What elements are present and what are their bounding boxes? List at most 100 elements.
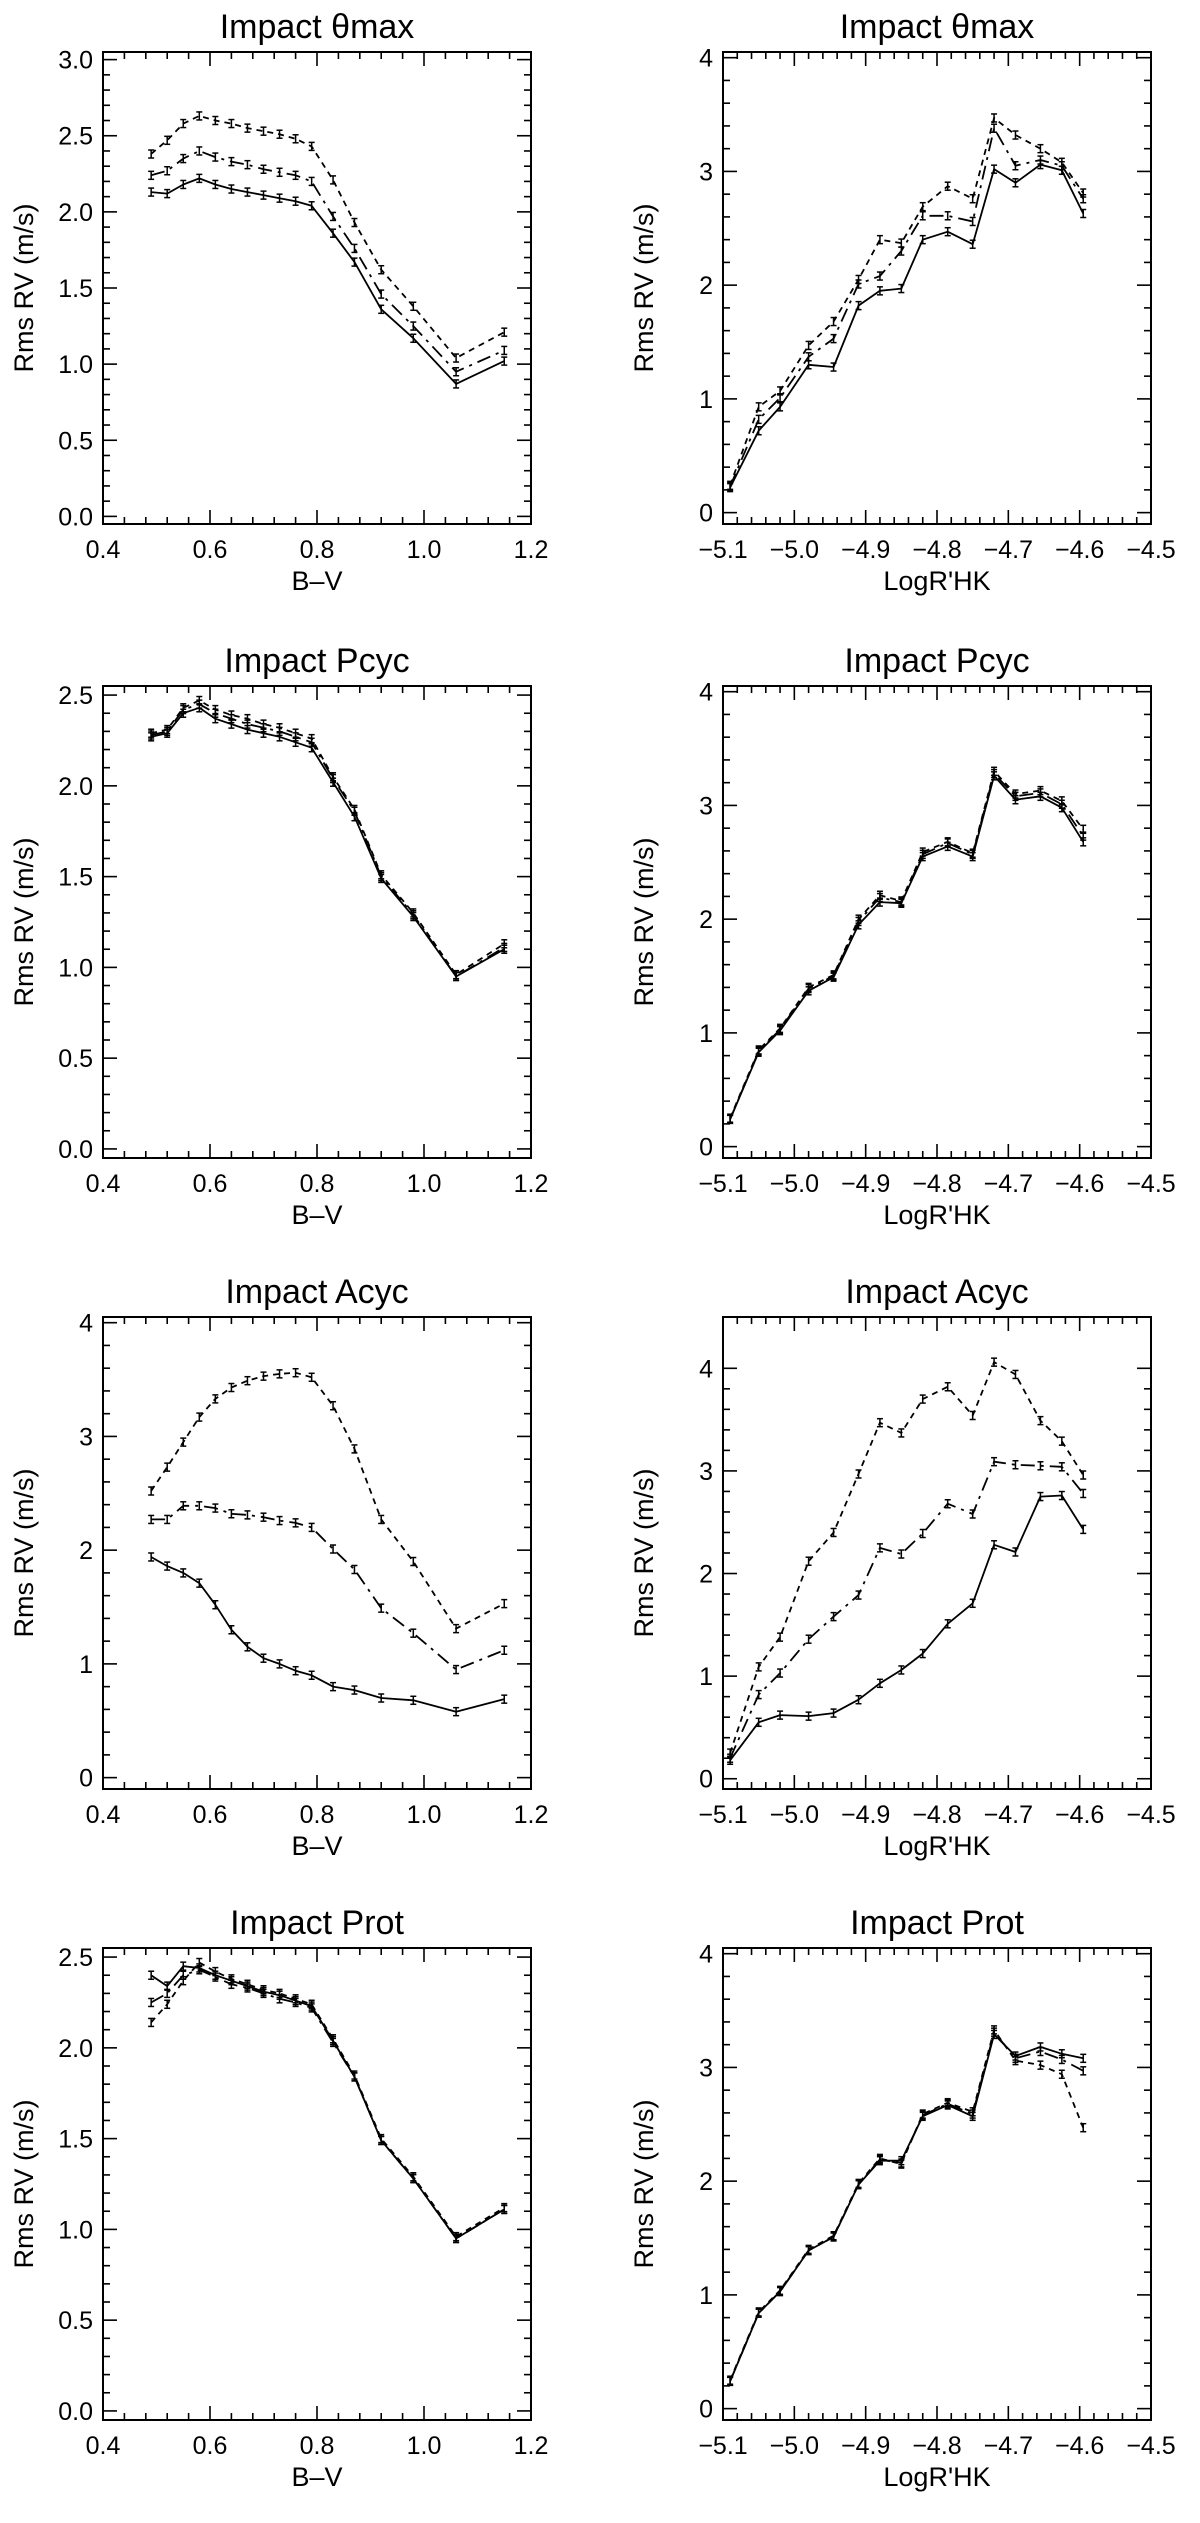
data-point	[898, 1428, 905, 1438]
data-point	[1037, 1415, 1044, 1426]
data-point	[876, 1678, 883, 1689]
x-tick-label: −4.8	[912, 1801, 961, 1829]
data-point	[876, 1417, 883, 1428]
x-tick-label: −4.9	[841, 1170, 890, 1198]
data-point	[1037, 143, 1044, 154]
data-point	[228, 156, 235, 167]
panel-title: Impact Acyc	[225, 1273, 408, 1311]
x-tick-label: −5.1	[698, 1801, 747, 1829]
data-point	[276, 1369, 283, 1379]
data-point	[453, 353, 460, 363]
data-point	[855, 274, 862, 285]
panel-title: Impact Acyc	[845, 1273, 1028, 1311]
x-tick-label: 0.8	[300, 536, 335, 564]
series-dashed	[148, 1367, 508, 1634]
x-tick-label: 0.6	[193, 1801, 228, 1829]
data-point	[196, 1957, 203, 1968]
data-point	[830, 1611, 837, 1622]
x-tick-label: −4.5	[1126, 2432, 1175, 2460]
data-point	[378, 289, 385, 299]
data-point	[898, 238, 905, 248]
x-tick-label: 1.0	[407, 536, 442, 564]
data-point	[855, 2178, 862, 2189]
y-tick-label: 3	[699, 792, 713, 820]
y-tick-label: 1	[699, 1020, 713, 1048]
panel-title: Impact Prot	[230, 1904, 404, 1942]
data-point	[228, 1509, 235, 1519]
x-tick-label: −4.5	[1126, 1170, 1175, 1198]
y-tick-label: 3.0	[58, 47, 93, 75]
data-point	[308, 733, 315, 744]
data-point	[148, 1997, 155, 2008]
y-tick-label: 2	[699, 2168, 713, 2196]
data-point	[855, 300, 862, 311]
y-tick-label: 0	[699, 1134, 713, 1162]
data-point	[1037, 2060, 1044, 2070]
y-tick-label: 2.5	[58, 123, 93, 151]
series-line	[729, 1494, 1084, 1761]
series-line	[729, 117, 1084, 486]
y-tick-label: 0.5	[58, 427, 93, 455]
panel-3: Impact Pcyc 0.4 0.6 0.8 1.0 1.2 0.0 0.5 1.0 1.5 2.…	[9, 642, 548, 1230]
data-point	[876, 286, 883, 296]
data-point	[501, 939, 508, 949]
data-point	[228, 184, 235, 194]
data-point	[164, 166, 171, 176]
y-tick-label: 2	[699, 1561, 713, 1589]
data-point	[969, 2107, 976, 2117]
series-line	[150, 706, 505, 978]
series-solid	[727, 2029, 1087, 2387]
data-point	[501, 327, 508, 337]
data-point	[292, 196, 299, 206]
series-solid	[727, 771, 1087, 1125]
data-point	[308, 201, 315, 211]
data-point	[855, 1469, 862, 1479]
data-point	[212, 1503, 219, 1513]
series-line	[729, 775, 1084, 1120]
data-point	[501, 345, 508, 356]
data-point	[196, 146, 203, 156]
data-point	[378, 870, 385, 880]
data-point	[292, 1367, 299, 1378]
data-point	[180, 118, 187, 129]
data-point	[1058, 157, 1065, 168]
data-point	[755, 402, 762, 412]
data-point	[330, 772, 337, 782]
data-point	[378, 2133, 385, 2144]
x-tick-label: 0.6	[193, 1170, 228, 1198]
data-point	[501, 2202, 508, 2213]
data-point	[164, 188, 171, 199]
data-point	[919, 1528, 926, 1539]
data-point	[991, 1357, 998, 1367]
x-tick-label: 1.2	[514, 536, 549, 564]
data-point	[1080, 208, 1087, 219]
data-point	[830, 2230, 837, 2241]
y-tick-label: 3	[699, 2054, 713, 2082]
data-point	[260, 126, 267, 136]
data-point	[148, 1552, 155, 1562]
data-point	[308, 1999, 315, 2010]
data-point	[830, 1527, 837, 1538]
plot-frame	[102, 51, 532, 525]
data-point	[276, 1988, 283, 1999]
y-tick-label: 0.5	[58, 1045, 93, 1073]
data-point	[876, 2153, 883, 2164]
data-point	[351, 1685, 358, 1695]
x-axis-label: LogR'HK	[883, 1200, 990, 1230]
x-tick-label: −5.0	[770, 1170, 819, 1198]
series-solid	[148, 703, 508, 982]
data-point	[276, 193, 283, 203]
x-tick-label: 0.8	[300, 1170, 335, 1198]
data-point	[727, 1113, 734, 1123]
panel-title: Impact Prot	[850, 1904, 1024, 1942]
y-tick-label: 2	[699, 906, 713, 934]
data-point	[378, 1693, 385, 1703]
x-tick-label: −4.7	[984, 1801, 1033, 1829]
data-point	[453, 1623, 460, 1634]
data-point	[830, 333, 837, 344]
y-tick-label: 1	[699, 386, 713, 414]
data-point	[1080, 2066, 1087, 2076]
data-point	[777, 1710, 784, 1720]
data-point	[755, 414, 762, 425]
